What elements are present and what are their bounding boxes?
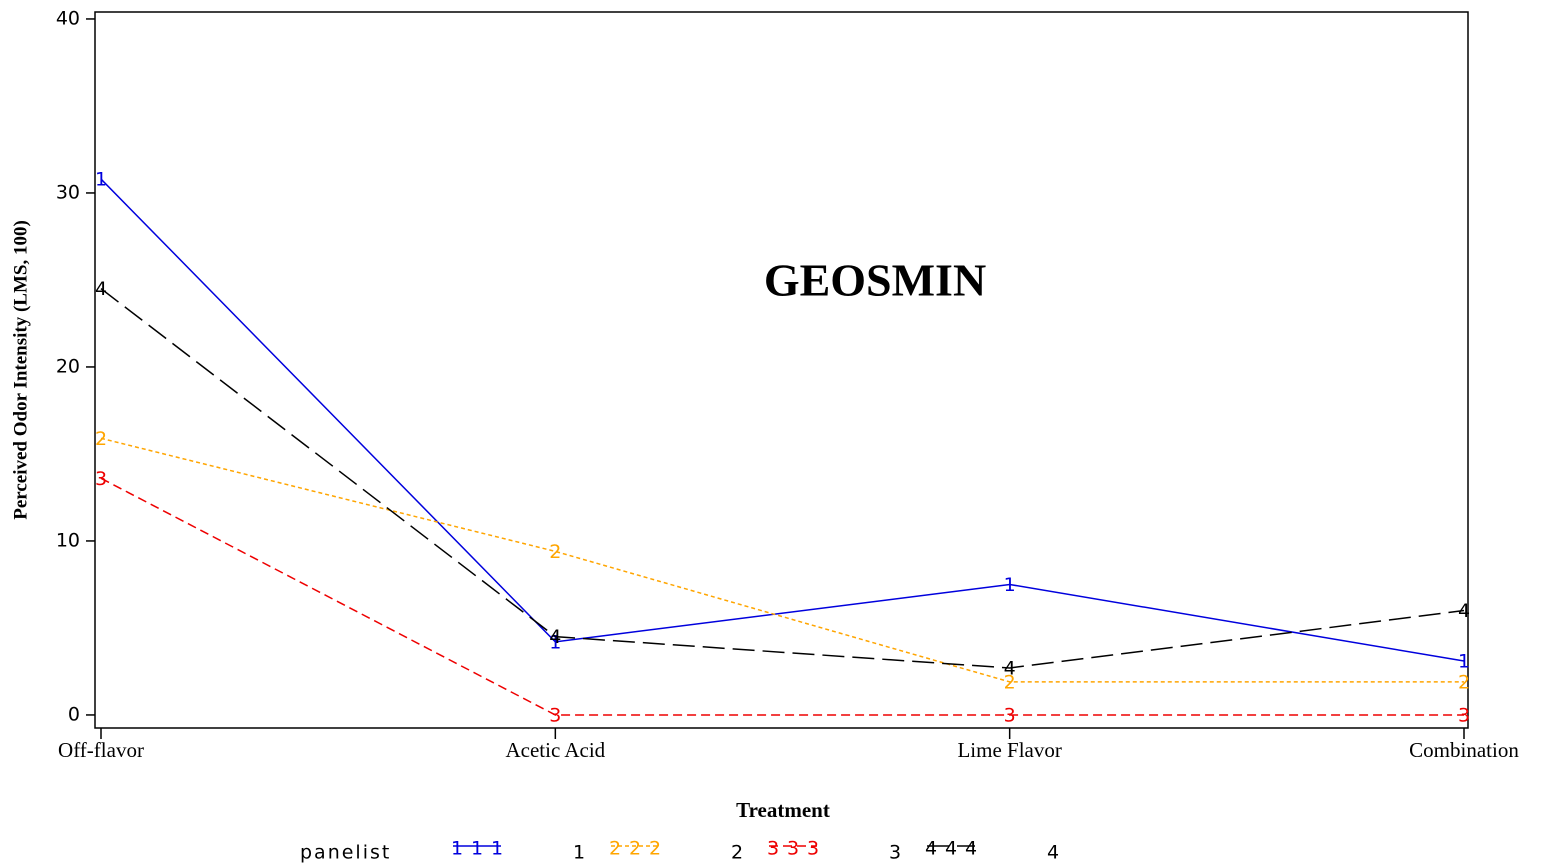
x-tick-label: Lime Flavor — [957, 738, 1061, 762]
legend-label: 4 — [1047, 842, 1059, 864]
series-line — [100, 477, 1464, 716]
point-symbol: 4 — [1004, 657, 1016, 679]
point-symbol: 1 — [95, 169, 107, 191]
y-tick-label: 40 — [56, 7, 80, 29]
point-symbol: 2 — [95, 428, 107, 450]
series-line — [100, 437, 1464, 683]
legend-symbol: 3 — [787, 838, 799, 860]
legend-symbol: 4 — [965, 838, 977, 860]
legend-symbol: 3 — [807, 838, 819, 860]
point-symbol: 4 — [1458, 600, 1470, 622]
annotation: GEOSMIN — [764, 255, 986, 306]
point-symbol: 3 — [1004, 704, 1016, 726]
series-line — [100, 178, 1465, 662]
legend-symbol: 2 — [629, 838, 641, 860]
point-symbol: 3 — [95, 468, 107, 490]
point-symbol: 1 — [1458, 651, 1470, 673]
x-tick-label: Acetic Acid — [505, 738, 605, 762]
legend-label: 1 — [573, 842, 585, 864]
y-tick-label: 30 — [56, 181, 80, 203]
legend-symbol: 1 — [471, 838, 483, 860]
x-axis-label: Treatment — [736, 798, 830, 822]
y-tick-label: 10 — [56, 529, 80, 551]
legend-symbol: 1 — [491, 838, 503, 860]
legend-symbol: 3 — [767, 838, 779, 860]
plot-frame — [94, 11, 1469, 729]
x-tick-label: Off-flavor — [58, 738, 144, 762]
y-tick-label: 0 — [68, 703, 80, 725]
point-symbol: 4 — [549, 626, 561, 648]
legend-symbol: 4 — [925, 838, 937, 860]
y-axis-label: Perceived Odor Intensity (LMS, 100) — [10, 220, 31, 520]
legend-symbol: 4 — [945, 838, 957, 860]
point-symbol: 1 — [1004, 574, 1016, 596]
legend-symbol: 2 — [649, 838, 661, 860]
legend-label: 2 — [731, 842, 743, 864]
legend-label: 3 — [889, 842, 901, 864]
legend-symbol: 1 — [451, 838, 463, 860]
legend-symbol: 2 — [609, 838, 621, 860]
x-tick-label: Combination — [1409, 738, 1519, 762]
series-line — [100, 288, 1465, 669]
point-symbol: 2 — [549, 541, 561, 563]
point-symbol: 4 — [95, 278, 107, 300]
point-symbol: 3 — [1458, 704, 1470, 726]
point-symbol: 3 — [549, 704, 561, 726]
point-symbol: 2 — [1004, 671, 1016, 693]
y-tick-label: 20 — [56, 355, 80, 377]
point-symbol: 2 — [1458, 671, 1470, 693]
legend-title: panelist — [300, 842, 391, 864]
